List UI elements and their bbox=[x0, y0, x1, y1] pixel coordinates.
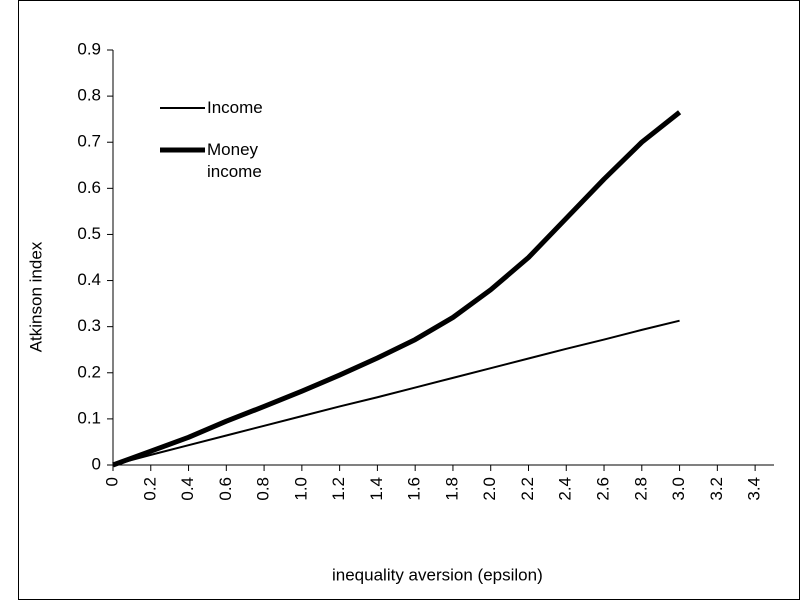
x-tick-label: 2.0 bbox=[480, 477, 499, 501]
series-line bbox=[112, 319, 680, 466]
x-tick-label: 1.4 bbox=[367, 477, 386, 501]
x-tick-label: 0.4 bbox=[178, 477, 197, 501]
series-line bbox=[112, 110, 682, 468]
y-tick-label: 0.9 bbox=[77, 39, 101, 58]
y-axis-label: Atkinson index bbox=[26, 241, 45, 352]
x-axis-label: inequality aversion (epsilon) bbox=[332, 565, 543, 584]
frame bbox=[18, 0, 800, 600]
y-tick-label: 0.2 bbox=[77, 362, 101, 381]
x-tick-label: 1.2 bbox=[329, 477, 348, 501]
x-tick-label: 0.8 bbox=[254, 477, 273, 501]
y-tick-label: 0.1 bbox=[77, 408, 101, 427]
x-tick-label: 1.0 bbox=[291, 477, 310, 501]
x-tick-label: 2.2 bbox=[518, 477, 537, 501]
y-tick-label: 0.7 bbox=[77, 132, 101, 151]
y-tick-label: 0 bbox=[92, 454, 101, 473]
y-tick-label: 0.3 bbox=[77, 316, 101, 335]
x-tick-label: 2.8 bbox=[631, 477, 650, 501]
legend-item: Income bbox=[207, 98, 263, 117]
y-tick-label: 0.5 bbox=[77, 224, 101, 243]
x-tick-label: 0.6 bbox=[216, 477, 235, 501]
legend-item: Money income bbox=[207, 140, 262, 181]
x-tick-label: 1.8 bbox=[442, 477, 461, 501]
y-tick-label: 0.4 bbox=[77, 270, 101, 289]
x-tick-label: 3.2 bbox=[707, 477, 726, 501]
x-tick-label: 2.6 bbox=[594, 477, 613, 501]
x-tick-label: 1.6 bbox=[405, 477, 424, 501]
x-tick-label: 3.0 bbox=[669, 477, 688, 501]
x-tick-label: 2.4 bbox=[556, 477, 575, 501]
y-tick-label: 0.8 bbox=[77, 86, 101, 105]
legend-label: Income bbox=[207, 98, 263, 117]
y-tick-label: 0.6 bbox=[77, 178, 101, 197]
x-tick-label: 0.2 bbox=[140, 477, 159, 501]
x-tick-label: 3.4 bbox=[745, 477, 764, 501]
legend-label: Money income bbox=[207, 140, 262, 181]
x-tick-label: 0 bbox=[102, 477, 121, 486]
